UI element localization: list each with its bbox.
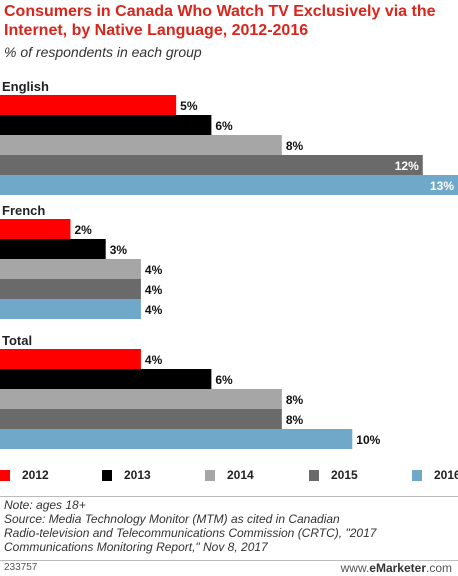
- chart-notes: Note: ages 18+ Source: Media Technology …: [4, 498, 376, 554]
- brand-prefix: www.: [340, 561, 370, 575]
- bar-english-2016: [0, 175, 458, 195]
- value-label-english-2014: 8%: [286, 139, 304, 153]
- value-label-total-2014: 8%: [286, 393, 304, 407]
- value-label-french-2014: 4%: [145, 263, 163, 277]
- legend-label: 2015: [331, 468, 358, 482]
- value-label-english-2015: 12%: [395, 159, 419, 173]
- legend-swatch: [0, 469, 10, 481]
- value-label-total-2016: 10%: [356, 433, 380, 447]
- bar-total-2016: [0, 429, 353, 449]
- bar-total-2015: [0, 409, 282, 429]
- chart-legend: 2012 2013 2014 2015 2016: [0, 468, 458, 488]
- source-line: Source: Media Technology Monitor (MTM) a…: [4, 512, 340, 526]
- bar-english-2012: [0, 95, 177, 115]
- source-line: Communications Monitoring Report," Nov 8…: [4, 540, 268, 554]
- bar-french-2015: [0, 279, 141, 299]
- value-label-english-2016: 13%: [430, 179, 454, 193]
- legend-item-2014: 2014: [205, 468, 254, 482]
- group-label-french: French: [2, 203, 45, 218]
- legend-swatch: [102, 469, 112, 481]
- brand-name: eMarketer: [369, 561, 426, 575]
- legend-label: 2012: [22, 468, 49, 482]
- bar-french-2012: [0, 219, 71, 239]
- value-label-french-2015: 4%: [145, 283, 163, 297]
- source-line: Radio-television and Telecommunications …: [4, 526, 377, 540]
- brand-suffix: .com: [425, 561, 452, 575]
- value-label-total-2013: 6%: [215, 373, 233, 387]
- bar-total-2014: [0, 389, 282, 409]
- bar-chart: English 5% 6% 8% 12% 13% French 2% 3% 4% 4% 4% Total…: [0, 79, 458, 449]
- bar-total-2013: [0, 369, 212, 389]
- group-label-english: English: [2, 79, 49, 94]
- value-label-french-2016: 4%: [145, 303, 163, 317]
- legend-label: 2013: [124, 468, 151, 482]
- legend-item-2016: 2016: [412, 468, 458, 482]
- legend-item-2012: 2012: [0, 468, 49, 482]
- legend-swatch: [309, 469, 319, 481]
- chart-title: Consumers in Canada Who Watch TV Exclusi…: [4, 3, 436, 39]
- chart-id: 233757: [4, 562, 38, 573]
- group-label-total: Total: [2, 333, 32, 348]
- bar-french-2014: [0, 259, 141, 279]
- value-label-french-2013: 3%: [110, 243, 128, 257]
- bar-total-2012: [0, 349, 141, 369]
- legend-label: 2016: [434, 468, 458, 482]
- legend-swatch: [412, 469, 422, 481]
- legend-item-2013: 2013: [102, 468, 151, 482]
- value-label-total-2012: 4%: [145, 353, 163, 367]
- brand-link[interactable]: www.eMarketer.com: [341, 561, 452, 575]
- bar-english-2014: [0, 135, 282, 155]
- footer-divider: [0, 496, 458, 497]
- bar-english-2013: [0, 115, 212, 135]
- legend-label: 2014: [227, 468, 254, 482]
- footer-divider-bottom: [0, 560, 458, 561]
- note-line: Note: ages 18+: [4, 498, 86, 512]
- value-label-english-2013: 6%: [215, 119, 233, 133]
- value-label-english-2012: 5%: [180, 99, 198, 113]
- chart-subtitle: % of respondents in each group: [4, 44, 202, 60]
- bar-french-2013: [0, 239, 106, 259]
- legend-swatch: [205, 469, 215, 481]
- legend-item-2015: 2015: [309, 468, 358, 482]
- value-label-french-2012: 2%: [74, 223, 92, 237]
- bar-english-2015: [0, 155, 423, 175]
- value-label-total-2015: 8%: [286, 413, 304, 427]
- bar-french-2016: [0, 299, 141, 319]
